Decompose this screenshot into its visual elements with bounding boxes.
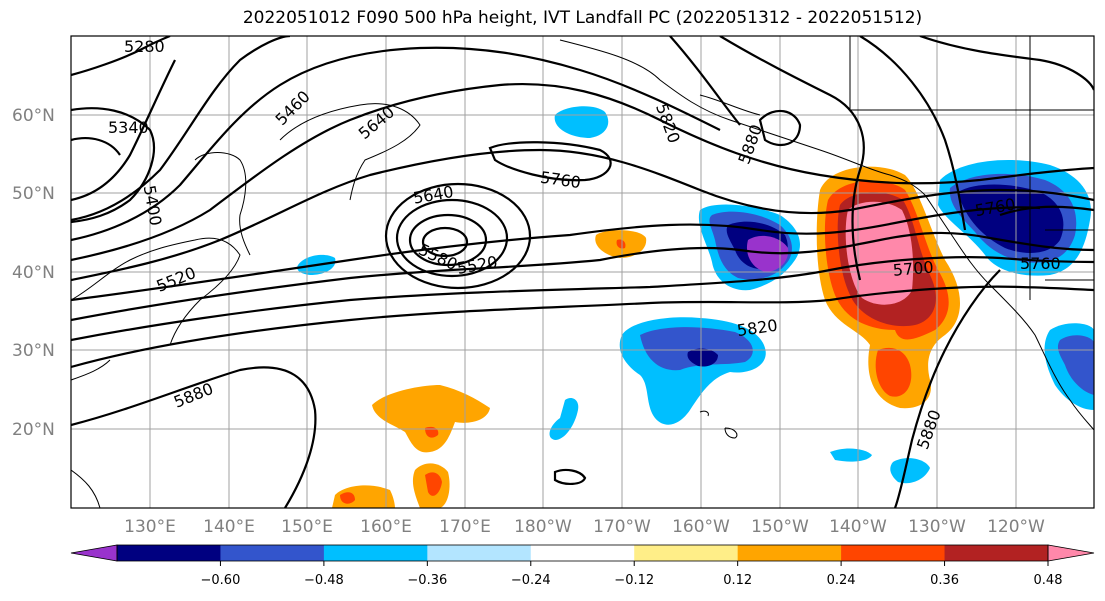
positive-ivt-peak — [845, 201, 914, 305]
lat-label: 20°N — [12, 420, 55, 440]
lat-label: 60°N — [12, 106, 55, 126]
lon-label: 120°W — [987, 517, 1045, 537]
negative-ivt-core-east — [958, 184, 1064, 253]
lon-label: 130°E — [124, 517, 176, 537]
colorbar-extend-high — [1048, 545, 1094, 561]
colorbar-segment — [841, 545, 946, 561]
colorbar-segment — [944, 545, 1049, 561]
colorbar-tick-label: −0.48 — [304, 573, 344, 588]
lat-label: 40°N — [12, 263, 55, 283]
colorbar-tick-label: −0.12 — [614, 573, 654, 588]
colorbar-segment — [530, 545, 635, 561]
lon-label: 150°E — [281, 517, 333, 537]
positive-ivt-region-south — [372, 385, 490, 453]
colorbar-tick-label: −0.60 — [201, 573, 241, 588]
map-title: 2022051012 F090 500 hPa height, IVT Land… — [242, 8, 923, 28]
lat-label: 50°N — [12, 184, 55, 204]
contour-label: 5760 — [1020, 254, 1061, 273]
colorbar-tick-label: 0.24 — [827, 573, 856, 588]
colorbar-segment — [427, 545, 532, 561]
lon-label: 170°W — [593, 517, 651, 537]
colorbar-segment — [117, 545, 221, 561]
lon-label: 140°E — [203, 517, 255, 537]
colorbar-tick-label: −0.36 — [407, 573, 447, 588]
colorbar-extend-low — [71, 545, 117, 561]
lon-label: 130°W — [908, 517, 966, 537]
colorbar-segment — [737, 545, 842, 561]
contour-label: 5700 — [892, 257, 934, 279]
colorbar-tick-label: 0.48 — [1034, 573, 1063, 588]
lon-label: 180°W — [514, 517, 572, 537]
lon-label: 140°W — [829, 517, 887, 537]
lon-label: 160°W — [672, 517, 730, 537]
colorbar-tick-label: −0.24 — [511, 573, 551, 588]
colorbar: −0.60 −0.48 −0.36 −0.24 −0.12 0.12 0.24 0.36 0.4… — [70, 544, 1095, 588]
contour-label: 5340 — [108, 118, 149, 137]
colorbar-segment — [220, 545, 325, 561]
contour-label: 5280 — [124, 37, 165, 56]
colorbar-tick-label: 0.12 — [723, 573, 752, 588]
coastlines — [71, 36, 1094, 508]
lon-label: 170°E — [439, 517, 491, 537]
colorbar-tick-label: 0.36 — [930, 573, 959, 588]
lon-label: 160°E — [360, 517, 412, 537]
longitude-labels: 130°E 140°E 150°E 160°E 170°E 180°W 170°… — [124, 517, 1045, 537]
lon-label: 150°W — [751, 517, 809, 537]
colorbar-segment — [323, 545, 428, 561]
colorbar-segment — [634, 545, 739, 561]
map-frame — [70, 35, 1095, 509]
latitude-labels: 60°N 50°N 40°N 30°N 20°N — [12, 106, 55, 440]
height-contours — [71, 36, 1094, 508]
lat-label: 30°N — [12, 341, 55, 361]
